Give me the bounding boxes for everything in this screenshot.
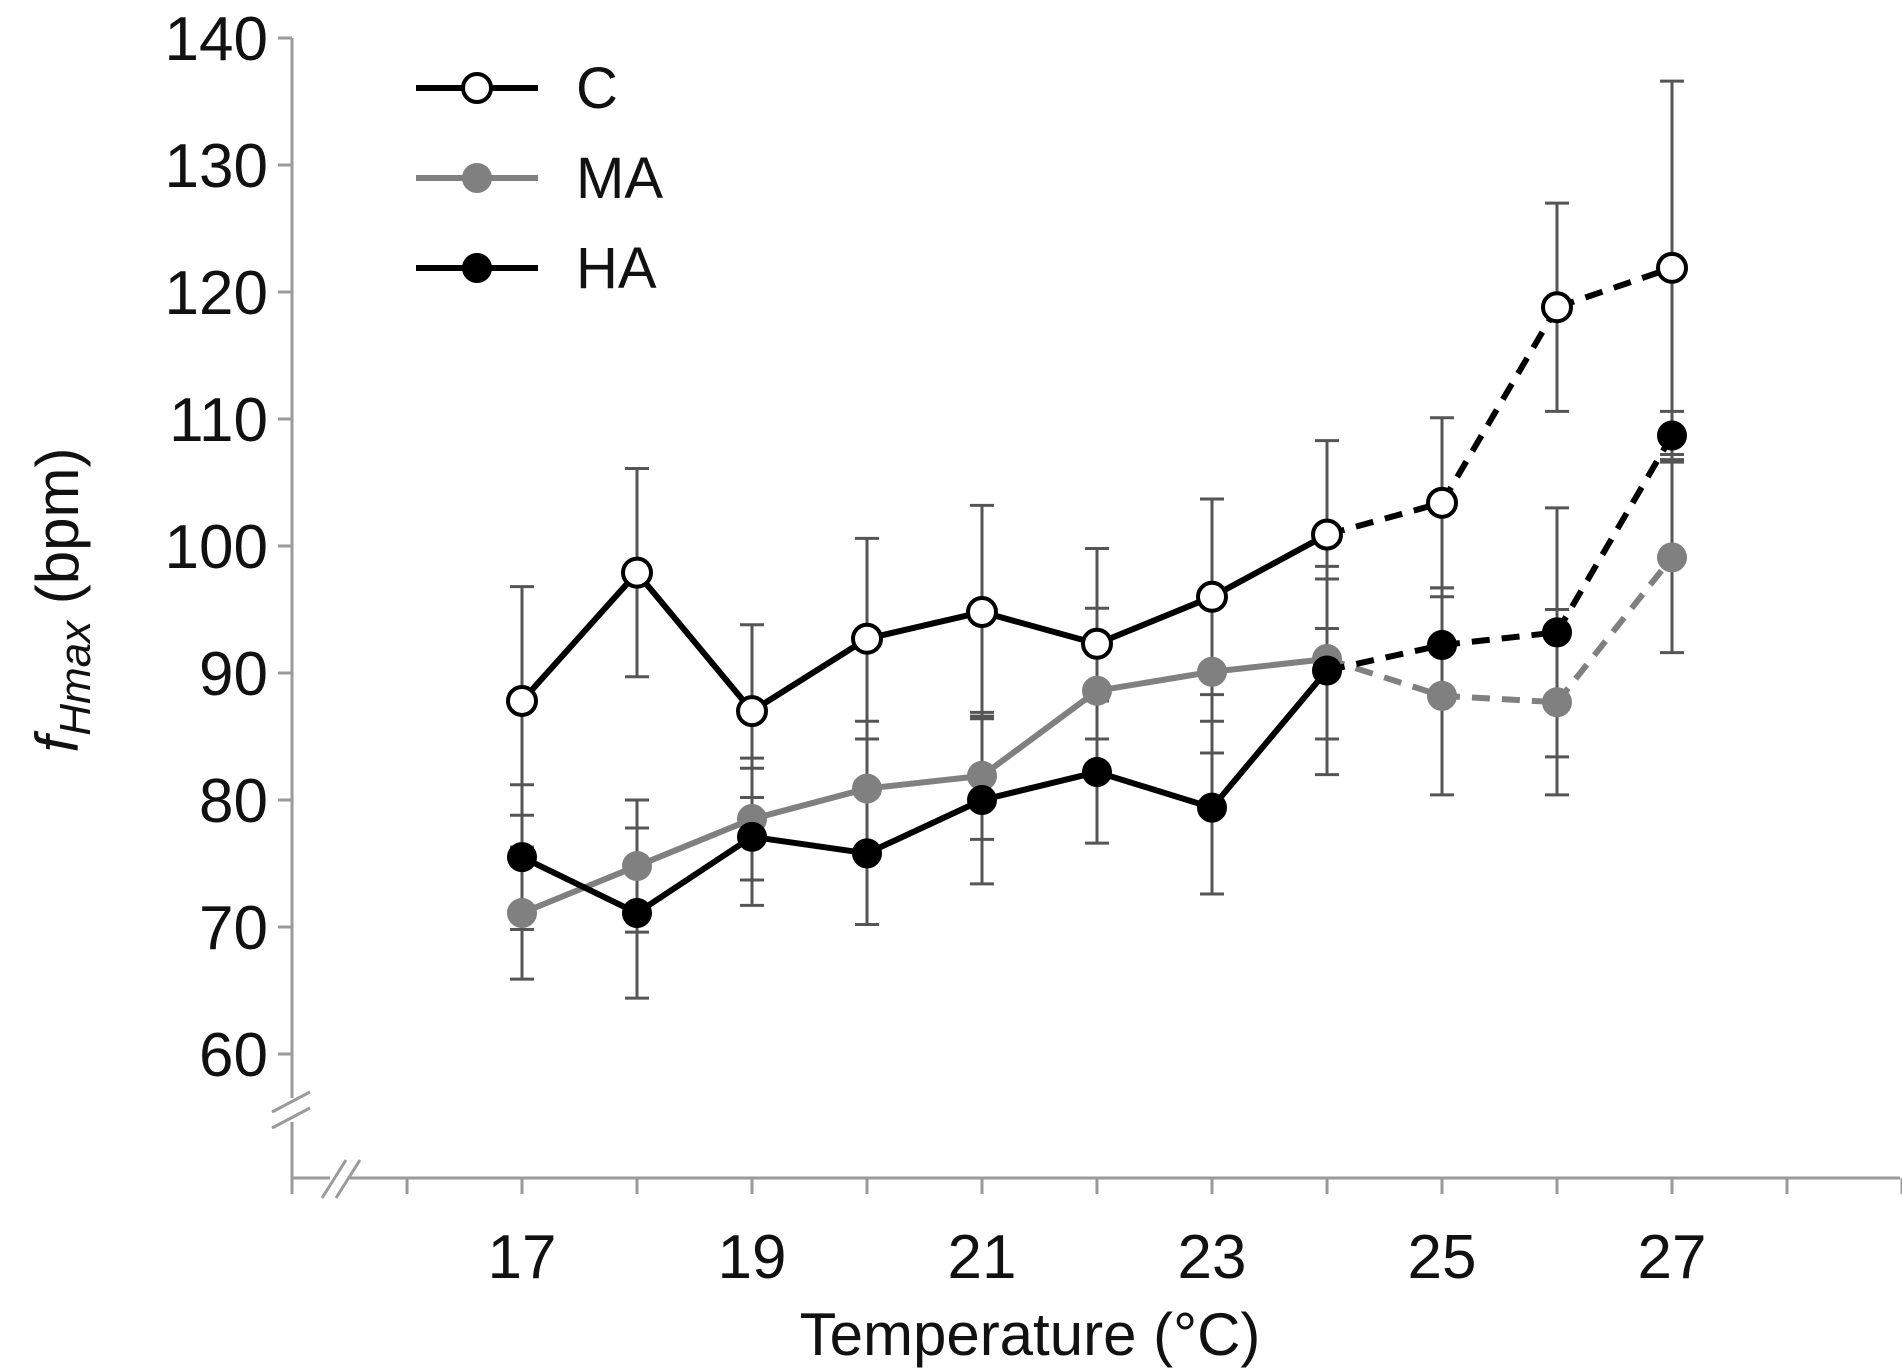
legend-ha-label: HA xyxy=(576,236,657,301)
series-c-line-segment xyxy=(1556,265,1673,311)
series-ha-line-segment xyxy=(1209,668,1330,810)
y-axis-break-mark xyxy=(271,1106,311,1130)
series-ma-point xyxy=(622,851,652,882)
x-axis-break-mark xyxy=(320,1159,348,1199)
series-c-point xyxy=(1656,251,1688,284)
series-c-point xyxy=(851,622,883,655)
series-c-line-segment xyxy=(1210,531,1329,600)
series-ha-point xyxy=(507,842,537,873)
x-tick-label: 21 xyxy=(948,1223,1017,1292)
series-c-line-segment xyxy=(519,570,640,703)
series-ha-point xyxy=(1657,420,1687,451)
series-c-point xyxy=(621,556,653,589)
series-ma-line-segment xyxy=(980,688,1099,779)
series-ha-line-segment xyxy=(1441,629,1558,649)
y-axis-title: fHmax (bpm) xyxy=(24,448,100,753)
legend-ma-marker xyxy=(462,163,492,193)
legend-ha-marker xyxy=(462,253,492,283)
series-c-line-segment xyxy=(981,609,1098,647)
data-markers xyxy=(506,251,1688,929)
x-axis-break-mark xyxy=(334,1159,362,1199)
y-tick-label: 130 xyxy=(165,132,268,201)
series-ha-point xyxy=(1197,792,1227,823)
x-tick-label: 19 xyxy=(718,1223,787,1292)
y-tick-label: 70 xyxy=(199,894,268,963)
legend: C MA HA xyxy=(416,56,663,301)
series-c-line-segment xyxy=(1326,499,1443,538)
series-ma-line-segment xyxy=(751,785,868,822)
series-ha-line-segment xyxy=(865,797,984,857)
y-tick-label: 80 xyxy=(199,767,268,836)
series-ha-line-segment xyxy=(1326,642,1443,674)
series-ma-line-segment xyxy=(520,863,639,916)
x-tick-label: 17 xyxy=(488,1223,557,1292)
series-c-point xyxy=(1426,486,1458,519)
series-c-line-segment xyxy=(1095,594,1214,647)
series-ma-line-segment xyxy=(1096,668,1213,694)
series-ma-point xyxy=(1197,656,1227,687)
series-ha-line-segment xyxy=(981,769,1098,803)
series-c-line-segment xyxy=(1439,305,1560,505)
series-ha-line-segment xyxy=(635,834,754,916)
series-ma-line-segment xyxy=(635,816,754,869)
series-ma-line-segment xyxy=(1554,555,1675,705)
series-c-point xyxy=(1541,291,1573,324)
series-ma-point xyxy=(1542,687,1572,718)
x-tick-label: 25 xyxy=(1408,1223,1477,1292)
y-tick-label: 60 xyxy=(199,1021,268,1090)
series-ha-point xyxy=(737,821,767,852)
series-ma-point xyxy=(507,898,537,929)
y-tick-label: 120 xyxy=(165,259,268,328)
error-bars xyxy=(510,79,1684,1000)
series-ma-point xyxy=(852,773,882,804)
series-c-line-segment xyxy=(866,609,983,642)
legend-c-label: C xyxy=(576,56,618,121)
series-ha-point xyxy=(967,785,997,815)
series-c-point xyxy=(966,596,998,629)
series-ma-line-segment xyxy=(1211,656,1328,675)
series-ma-line-segment xyxy=(1441,692,1558,706)
series-ha-point xyxy=(852,838,882,869)
y-tick-label: 110 xyxy=(169,386,268,455)
x-tick-label: 23 xyxy=(1178,1223,1247,1292)
series-ma-point xyxy=(1082,675,1112,706)
series-c-point xyxy=(1081,627,1113,660)
series-ha-point xyxy=(1427,630,1457,661)
series-ma-line-segment xyxy=(1326,656,1443,699)
series-ha-line-segment xyxy=(751,833,868,857)
series-ha-line-segment xyxy=(1554,433,1675,634)
series-ma-point xyxy=(1427,680,1457,711)
legend-c-marker xyxy=(461,72,493,104)
series-c-line-segment xyxy=(634,570,755,714)
y-tick-label: 100 xyxy=(165,513,268,582)
series-ha-line-segment xyxy=(520,854,639,916)
series-c-line-segment xyxy=(750,636,869,714)
x-tick-label: 27 xyxy=(1638,1223,1707,1292)
series-c-point xyxy=(506,684,538,717)
series-ha-point xyxy=(1312,655,1342,686)
y-tick-label: 90 xyxy=(199,640,268,709)
series-ha-point xyxy=(1542,617,1572,648)
series-c-point xyxy=(736,695,768,728)
series-ha-point xyxy=(622,898,652,929)
legend-ma-label: MA xyxy=(576,146,663,211)
series-ha-line-segment xyxy=(1096,769,1213,811)
series-ma-point xyxy=(1657,542,1687,573)
y-tick-label: 140 xyxy=(165,5,268,74)
series-c-point xyxy=(1311,518,1343,551)
y-axis-break-mark xyxy=(271,1090,311,1114)
series-lines xyxy=(519,265,1675,916)
series-ha-point xyxy=(1082,757,1112,788)
series-ma-line-segment xyxy=(866,772,983,792)
x-axis-title: Temperature (°C) xyxy=(800,1301,1261,1368)
axes: 60 70 80 90 100 110 120 130 140 17 19 21 23 25 27 xyxy=(165,5,1902,1292)
series-c-point xyxy=(1196,580,1228,613)
